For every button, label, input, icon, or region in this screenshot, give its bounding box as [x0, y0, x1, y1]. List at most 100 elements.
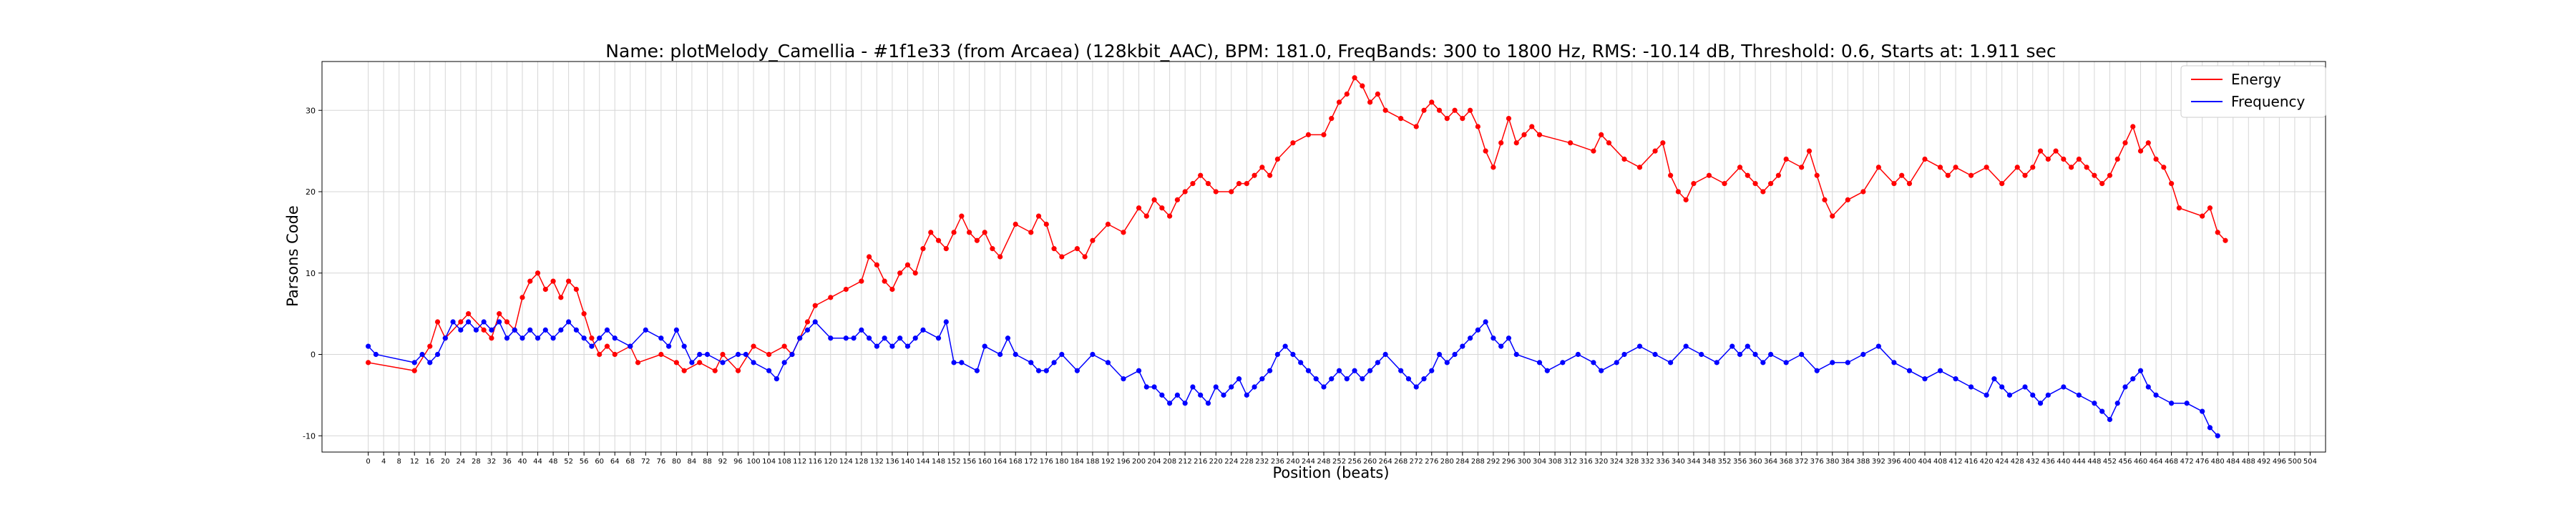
- frequency-point: [1159, 392, 1165, 398]
- energy-point: [1922, 156, 1928, 162]
- frequency-point: [1699, 351, 1704, 358]
- chart-title: Name: plotMelody_Camellia - #1f1e33 (fro…: [605, 41, 2056, 62]
- energy-point: [1760, 189, 1766, 195]
- frequency-point: [1213, 384, 1219, 390]
- frequency-point: [1051, 360, 1057, 366]
- frequency-point: [1621, 351, 1627, 358]
- x-tick-label: 152: [947, 458, 961, 466]
- frequency-point: [1421, 376, 1427, 382]
- energy-point: [1460, 116, 1465, 122]
- energy-point: [920, 246, 926, 252]
- frequency-point: [851, 335, 857, 341]
- x-tick-label: 44: [533, 458, 542, 466]
- frequency-point: [2184, 401, 2190, 406]
- x-tick-label: 452: [2103, 458, 2117, 466]
- frequency-point: [1560, 360, 1566, 366]
- x-tick-label: 480: [2211, 458, 2225, 466]
- energy-point: [874, 262, 879, 268]
- energy-point: [735, 368, 741, 373]
- x-tick-label: 144: [916, 458, 930, 466]
- frequency-point: [411, 360, 417, 366]
- frequency-point: [1614, 360, 1619, 366]
- y-tick-label: 0: [311, 350, 316, 360]
- x-tick-label: 336: [1656, 458, 1669, 466]
- energy-point: [1205, 181, 1211, 187]
- frequency-point: [2207, 425, 2213, 431]
- frequency-point: [581, 335, 587, 341]
- frequency-point: [697, 351, 703, 358]
- energy-point: [1536, 132, 1543, 137]
- y-axis-ticks: -10 0 10 20 30: [303, 106, 322, 441]
- energy-point: [658, 351, 664, 358]
- frequency-point: [943, 319, 949, 325]
- energy-point: [2084, 165, 2089, 170]
- frequency-point: [1105, 360, 1111, 366]
- x-tick-label: 352: [1717, 458, 1731, 466]
- frequency-point: [1745, 343, 1750, 349]
- frequency-point: [974, 368, 980, 373]
- frequency-point: [427, 360, 433, 366]
- x-tick-label: 420: [1980, 458, 1994, 466]
- energy-point: [1906, 181, 1913, 187]
- energy-point: [635, 360, 641, 366]
- frequency-point: [1035, 368, 1042, 373]
- energy-point: [812, 303, 818, 308]
- energy-point: [1984, 165, 1989, 170]
- x-tick-label: 456: [2118, 458, 2132, 466]
- frequency-point: [442, 335, 448, 341]
- energy-point: [1059, 254, 1065, 260]
- x-tick-label: 60: [595, 458, 604, 466]
- energy-point: [2014, 165, 2020, 170]
- energy-point: [1953, 165, 1958, 170]
- energy-point: [673, 360, 679, 366]
- energy-point: [1267, 172, 1273, 178]
- x-tick-label: 124: [839, 458, 853, 466]
- frequency-point: [1768, 351, 1774, 358]
- energy-point: [974, 237, 980, 243]
- frequency-point: [1937, 368, 1943, 373]
- frequency-point: [566, 319, 572, 325]
- x-tick-label: 4: [381, 458, 386, 466]
- x-axis-ticks: 0 4 8 12 16 20 24 28 32 36 40 44 48 52 56 60 64 68 72 76 80 8…: [366, 452, 2317, 466]
- x-tick-label: 316: [1579, 458, 1593, 466]
- frequency-point: [466, 319, 472, 325]
- x-tick-label: 264: [1379, 458, 1392, 466]
- frequency-point: [935, 335, 942, 341]
- energy-point: [990, 246, 995, 252]
- x-tick-label: 364: [1764, 458, 1777, 466]
- x-tick-label: 492: [2257, 458, 2270, 466]
- legend-frequency-label: Frequency: [2231, 93, 2305, 110]
- frequency-point: [704, 351, 711, 358]
- energy-point: [2207, 205, 2213, 211]
- x-tick-label: 204: [1148, 458, 1161, 466]
- x-tick-label: 436: [2041, 458, 2055, 466]
- frequency-point: [2107, 416, 2113, 423]
- energy-point: [2130, 124, 2136, 129]
- frequency-point: [504, 335, 510, 341]
- frequency-point: [997, 351, 1003, 358]
- frequency-point: [1760, 360, 1766, 366]
- frequency-point: [1290, 351, 1296, 358]
- x-tick-label: 136: [885, 458, 899, 466]
- energy-point: [2099, 181, 2105, 187]
- frequency-point: [612, 335, 618, 341]
- x-tick-label: 496: [2273, 458, 2286, 466]
- x-tick-label: 172: [1024, 458, 1038, 466]
- x-tick-label: 356: [1733, 458, 1747, 466]
- frequency-point: [1906, 368, 1913, 373]
- energy-point: [1352, 75, 1357, 81]
- energy-point: [912, 270, 918, 276]
- energy-point: [928, 230, 934, 235]
- frequency-point: [1090, 351, 1096, 358]
- energy-point: [2122, 140, 2128, 146]
- energy-point: [1668, 172, 1674, 178]
- x-tick-label: 360: [1749, 458, 1762, 466]
- x-tick-label: 196: [1116, 458, 1130, 466]
- energy-series-line: [368, 77, 2226, 372]
- energy-point: [897, 270, 903, 276]
- energy-point: [1891, 181, 1897, 187]
- y-axis-label: Parsons Code: [284, 205, 301, 307]
- energy-point: [1105, 221, 1111, 227]
- energy-point: [1051, 246, 1057, 252]
- x-tick-label: 72: [641, 458, 650, 466]
